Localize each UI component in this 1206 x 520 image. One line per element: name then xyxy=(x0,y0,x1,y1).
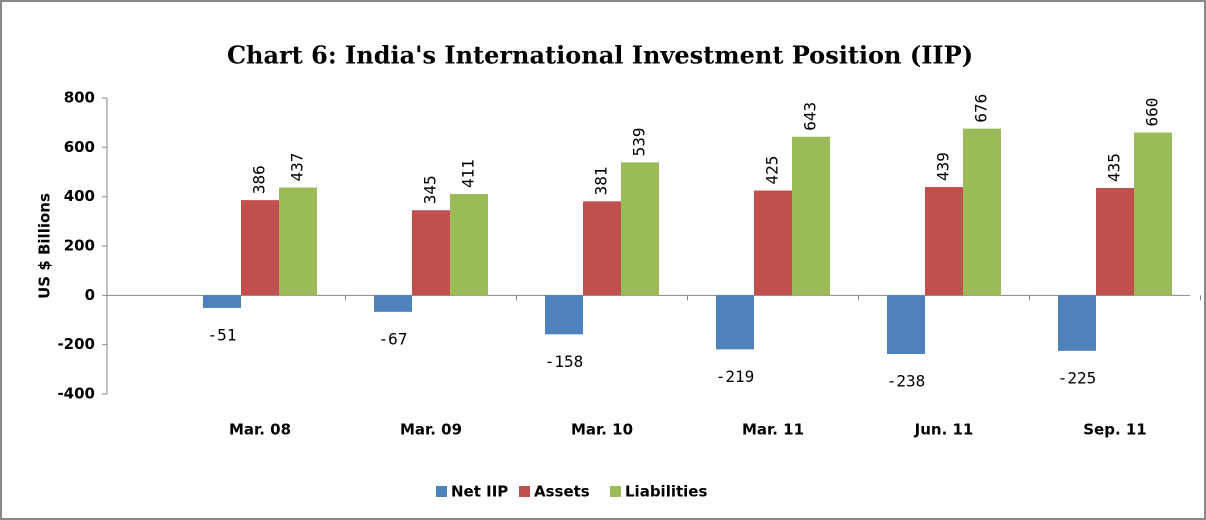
bar xyxy=(374,295,412,312)
y-tick-label: -400 xyxy=(57,385,95,403)
data-label: -238 xyxy=(887,372,926,391)
data-label: 425 xyxy=(763,156,782,185)
y-tick-label: 400 xyxy=(64,187,95,205)
data-label: 345 xyxy=(421,175,440,204)
chart-title: Chart 6: India's International Investmen… xyxy=(227,41,973,70)
bar xyxy=(716,295,754,350)
bar xyxy=(279,187,317,296)
y-axis-label: US $ Billions xyxy=(36,193,54,299)
data-label: 437 xyxy=(288,153,307,182)
data-label: 411 xyxy=(459,159,478,188)
legend-label: Liabilities xyxy=(625,483,707,501)
x-tick-label: Mar. 11 xyxy=(742,421,804,439)
y-tick-label: -200 xyxy=(57,335,95,353)
y-tick-label: 200 xyxy=(64,237,95,255)
bar xyxy=(925,187,963,296)
bar xyxy=(621,162,659,296)
data-label: 381 xyxy=(592,166,611,195)
x-tick-label: Sep. 11 xyxy=(1083,421,1147,439)
data-label: 539 xyxy=(630,127,649,156)
data-label: 660 xyxy=(1143,98,1162,127)
x-tick-label: Mar. 09 xyxy=(400,421,462,439)
data-label: -67 xyxy=(379,329,408,348)
data-label: -225 xyxy=(1058,368,1097,387)
bar xyxy=(792,136,830,296)
data-label: 643 xyxy=(801,102,820,131)
y-tick-label: 600 xyxy=(64,138,95,156)
bar xyxy=(754,190,792,296)
data-label: -219 xyxy=(716,367,755,386)
bar xyxy=(1096,188,1134,296)
x-tick-label: Mar. 10 xyxy=(571,421,633,439)
data-label: -51 xyxy=(208,325,237,344)
bar xyxy=(412,210,450,296)
x-tick-label: Jun. 11 xyxy=(914,421,974,439)
bar xyxy=(545,295,583,335)
bar xyxy=(963,128,1001,296)
legend-swatch xyxy=(610,486,621,497)
data-label: -158 xyxy=(545,352,584,371)
legend-swatch xyxy=(436,486,447,497)
bar xyxy=(1058,295,1096,351)
data-label: 435 xyxy=(1105,153,1124,182)
bar xyxy=(203,295,241,308)
legend-label: Net IIP xyxy=(451,483,508,501)
bar xyxy=(887,295,925,355)
bar xyxy=(241,200,279,296)
data-label: 439 xyxy=(934,152,953,181)
bar xyxy=(1134,132,1172,296)
x-tick-label: Mar. 08 xyxy=(229,421,291,439)
legend-swatch xyxy=(519,486,530,497)
data-label: 386 xyxy=(250,165,269,194)
bar xyxy=(583,201,621,296)
y-tick-label: 0 xyxy=(85,286,95,304)
data-label: 676 xyxy=(972,94,991,123)
bar xyxy=(450,193,488,296)
y-tick-label: 800 xyxy=(64,89,95,107)
legend-label: Assets xyxy=(534,483,590,501)
